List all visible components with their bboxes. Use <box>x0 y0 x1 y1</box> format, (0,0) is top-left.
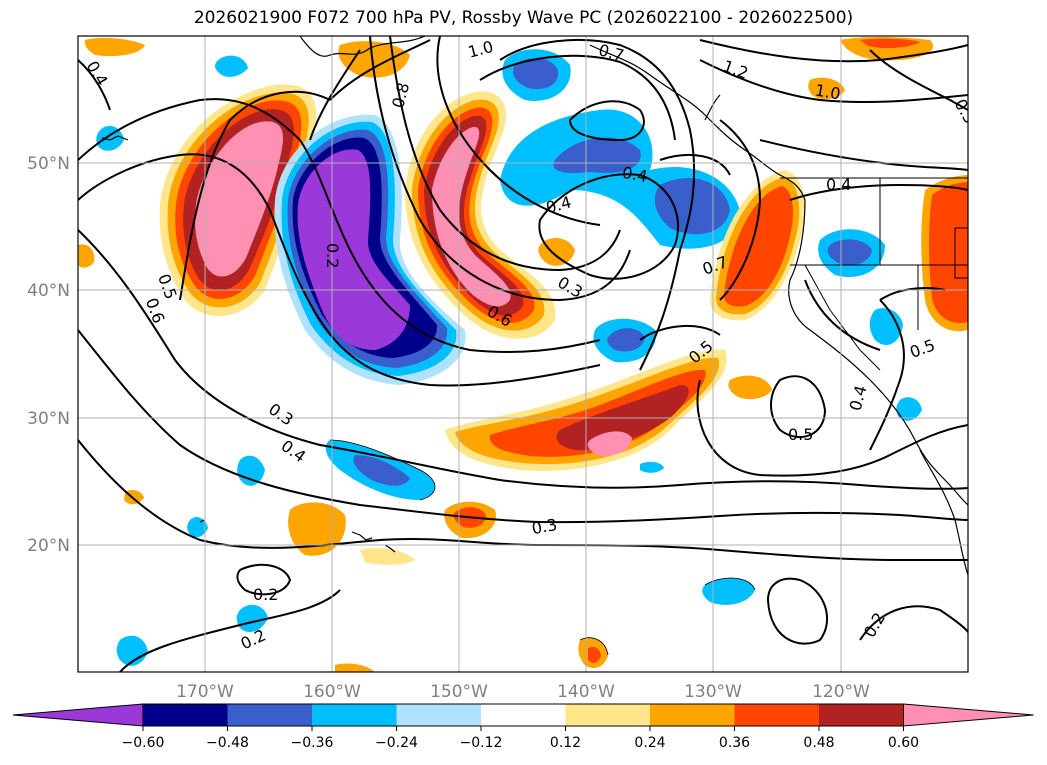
colorbar-tick-label: −0.36 <box>291 735 334 751</box>
political-borders <box>780 177 968 371</box>
positive-anomaly-west <box>159 84 317 317</box>
colorbar-extend-max <box>903 703 1034 727</box>
coastlines <box>101 36 968 576</box>
pv-contours <box>78 36 968 672</box>
colorbar-tick-label: −0.60 <box>122 735 165 751</box>
colorbar-tick-label: 0.60 <box>888 735 919 751</box>
contour-label: 0.4 <box>621 163 649 186</box>
latitude-labels: 50°N 40°N 30°N 20°N <box>27 154 70 556</box>
lat-label: 50°N <box>27 154 70 174</box>
lat-label: 20°N <box>27 536 70 556</box>
contour-label: 0.2 <box>253 585 278 604</box>
colorbar-tick-label: −0.48 <box>206 735 249 751</box>
colorbar-tick-label: 0.36 <box>719 735 750 751</box>
colorbar-segment <box>650 704 735 726</box>
lon-label: 160°W <box>303 682 361 702</box>
map-title: 2026021900 F072 700 hPa PV, Rossby Wave … <box>193 8 854 28</box>
lon-label: 120°W <box>812 682 870 702</box>
lon-label: 140°W <box>557 682 615 702</box>
colorbar-segment <box>396 704 481 726</box>
colorbar-segment <box>312 704 397 726</box>
colorbar-segment <box>143 704 228 726</box>
colorbar-tick-label: 0.48 <box>803 735 834 751</box>
contour-label: 1.0 <box>814 80 842 103</box>
positive-anomaly-spots <box>78 37 934 672</box>
shading-outlines <box>329 439 756 656</box>
lon-label: 130°W <box>684 682 742 702</box>
colorbar: −0.60 −0.48 −0.36 −0.24 −0.12 0.12 0.24 0.36 0.4… <box>12 703 1034 751</box>
colorbar-tick-label: 0.24 <box>634 735 665 751</box>
lon-label: 170°W <box>176 682 234 702</box>
lat-label: 30°N <box>27 409 70 429</box>
contour-label: 0.3 <box>530 515 558 538</box>
colorbar-segment <box>734 704 819 726</box>
colorbar-extend-min <box>12 703 144 727</box>
colorbar-segment <box>481 704 566 726</box>
contour-label: 0.4 <box>826 175 851 194</box>
colorbar-tick-label: −0.12 <box>460 735 503 751</box>
lon-label: 150°W <box>430 682 488 702</box>
colorbar-tick-label: 0.12 <box>550 735 581 751</box>
map-frame <box>77 35 969 673</box>
contour-label: 0.2 <box>323 243 342 268</box>
positive-anomaly-central <box>405 91 556 339</box>
colorbar-segment <box>819 704 904 726</box>
gridlines <box>78 36 968 672</box>
contour-label: 0.5 <box>788 425 813 444</box>
colorbar-segment <box>565 704 650 726</box>
colorbar-tick-label: −0.24 <box>375 735 418 751</box>
longitude-labels: 170°W 160°W 150°W 140°W 130°W 120°W <box>176 682 870 702</box>
negative-anomaly-northeast <box>500 49 740 249</box>
lat-label: 40°N <box>27 281 70 301</box>
positive-anomaly-east <box>921 175 968 332</box>
colorbar-segment <box>227 704 312 726</box>
